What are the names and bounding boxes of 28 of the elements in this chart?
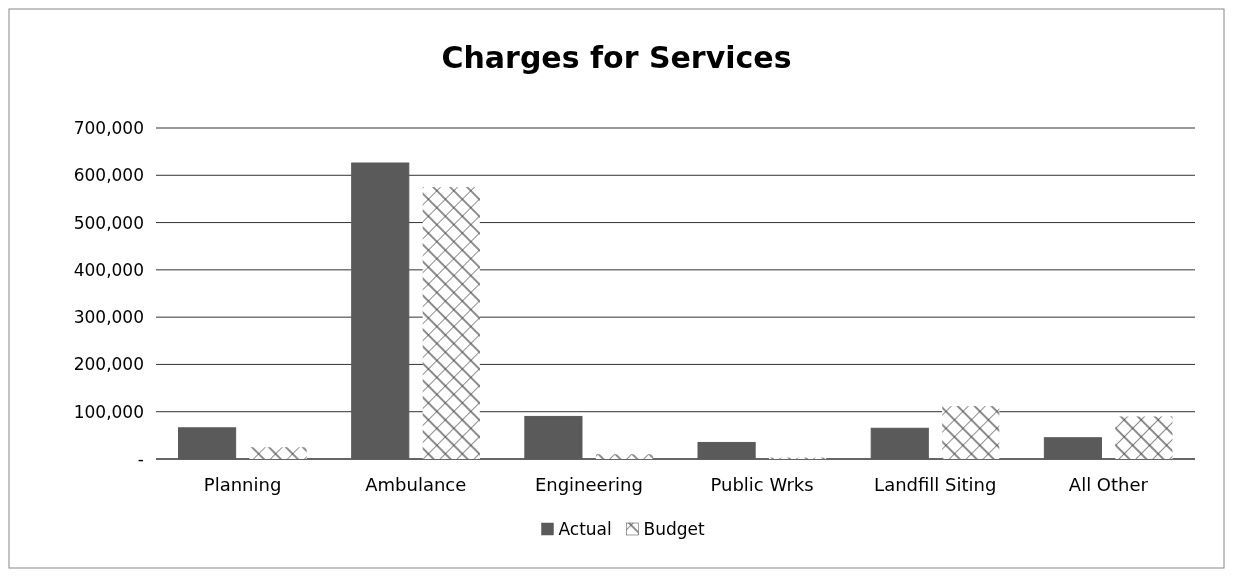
x-tick-label: Ambulance [365,474,467,495]
bar [422,187,480,459]
bar [942,406,1000,459]
y-tick-label: 100,000 [73,401,144,422]
bar [697,441,756,460]
y-tick-label: 700,000 [73,117,144,138]
x-tick-label: Public Wrks [710,474,814,495]
bar [178,427,237,460]
legend-label: Budget [643,518,705,539]
bar [870,427,929,460]
y-tick-label: 200,000 [73,354,144,375]
bar [249,447,307,459]
y-tick-label: 300,000 [73,307,144,328]
y-tick-label: 600,000 [73,165,144,186]
legend-label: Actual [558,518,612,539]
y-tick-label: - [137,448,144,469]
x-tick-label: Engineering [534,474,643,495]
y-tick-label: 400,000 [73,259,144,280]
x-tick-label: All Other [1068,474,1149,495]
bar [1043,437,1102,460]
bar [1115,416,1173,459]
x-tick-label: Landfill Siting [874,474,997,495]
x-tick-label: Planning [203,474,282,495]
bar [524,415,583,460]
y-tick-label: 500,000 [73,212,144,233]
bar [351,162,410,460]
bar [595,454,653,459]
chart-title: Charges for Services [441,40,792,75]
